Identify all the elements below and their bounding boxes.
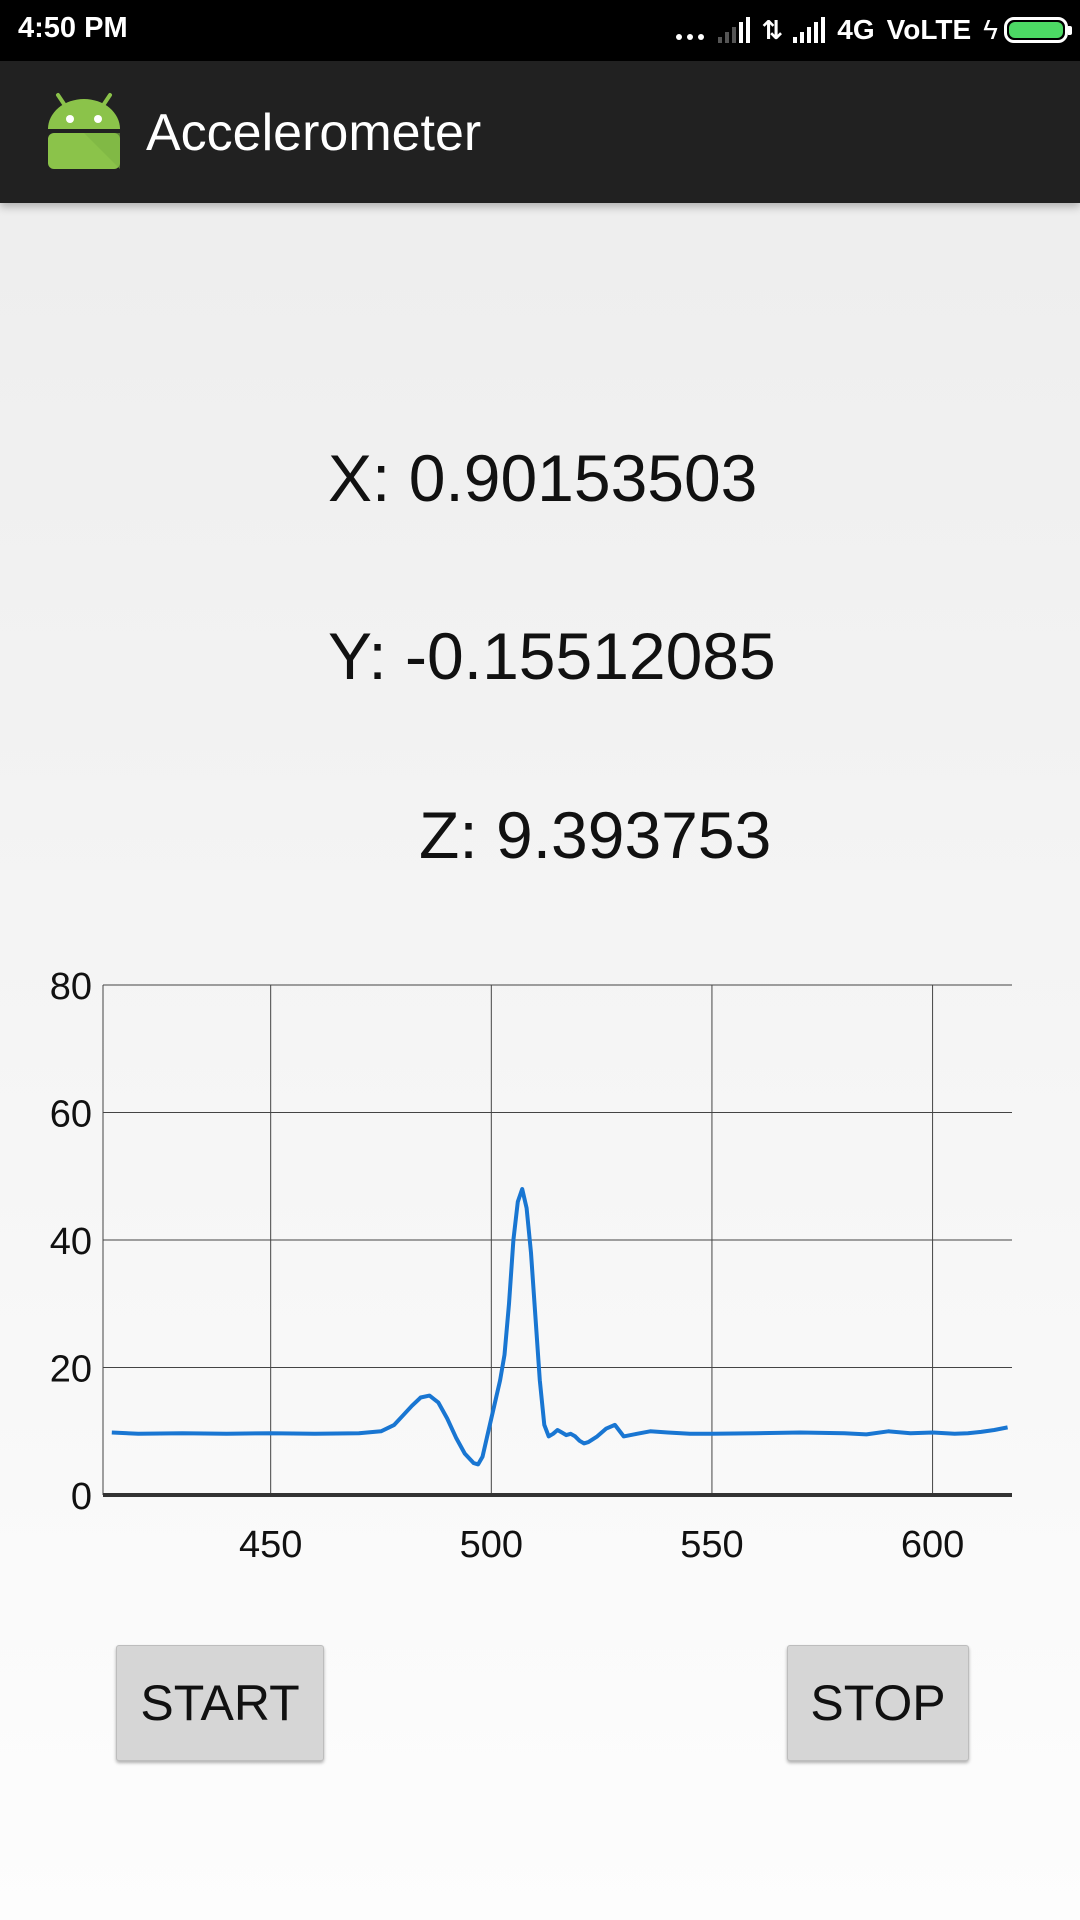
x-tick-label: 550 bbox=[680, 1524, 743, 1566]
charging-icon: ϟ bbox=[983, 14, 998, 45]
z-reading: Z: 9.393753 bbox=[419, 798, 772, 872]
status-bar: 4:50 PM ⇅ 4G VoLTE ϟ bbox=[0, 0, 1080, 61]
start-button[interactable]: START bbox=[116, 1645, 324, 1761]
status-time: 4:50 PM bbox=[18, 12, 128, 44]
x-reading: X: 0.90153503 bbox=[328, 441, 758, 515]
y-reading: Y: -0.15512085 bbox=[328, 619, 776, 693]
signal-strong-icon bbox=[793, 17, 826, 43]
y-tick-label: 0 bbox=[71, 1476, 92, 1518]
series-line bbox=[111, 1187, 1008, 1467]
accelerometer-chart: 0 20 40 60 80 450 500 550 600 bbox=[50, 966, 1012, 1566]
data-transfer-icon: ⇅ bbox=[761, 14, 784, 45]
x-tick-label: 600 bbox=[901, 1524, 964, 1566]
x-tick-label: 500 bbox=[460, 1524, 523, 1566]
x-tick-label: 450 bbox=[239, 1524, 302, 1566]
battery-icon bbox=[1004, 17, 1072, 43]
status-icons: ⇅ 4G VoLTE ϟ bbox=[675, 10, 1072, 50]
y-tick-label: 60 bbox=[50, 1094, 92, 1136]
stop-button[interactable]: STOP bbox=[787, 1645, 969, 1761]
android-icon bbox=[48, 93, 120, 169]
app-title: Accelerometer bbox=[146, 104, 482, 162]
volte-indicator: VoLTE bbox=[886, 14, 972, 45]
signal-weak-icon bbox=[717, 17, 750, 43]
action-bar: Accelerometer bbox=[0, 61, 1080, 203]
network-type: 4G bbox=[837, 14, 875, 45]
y-tick-label: 40 bbox=[50, 1221, 92, 1263]
y-tick-label: 80 bbox=[50, 966, 92, 1008]
y-tick-label: 20 bbox=[50, 1349, 92, 1391]
more-notifications-icon bbox=[675, 20, 704, 40]
